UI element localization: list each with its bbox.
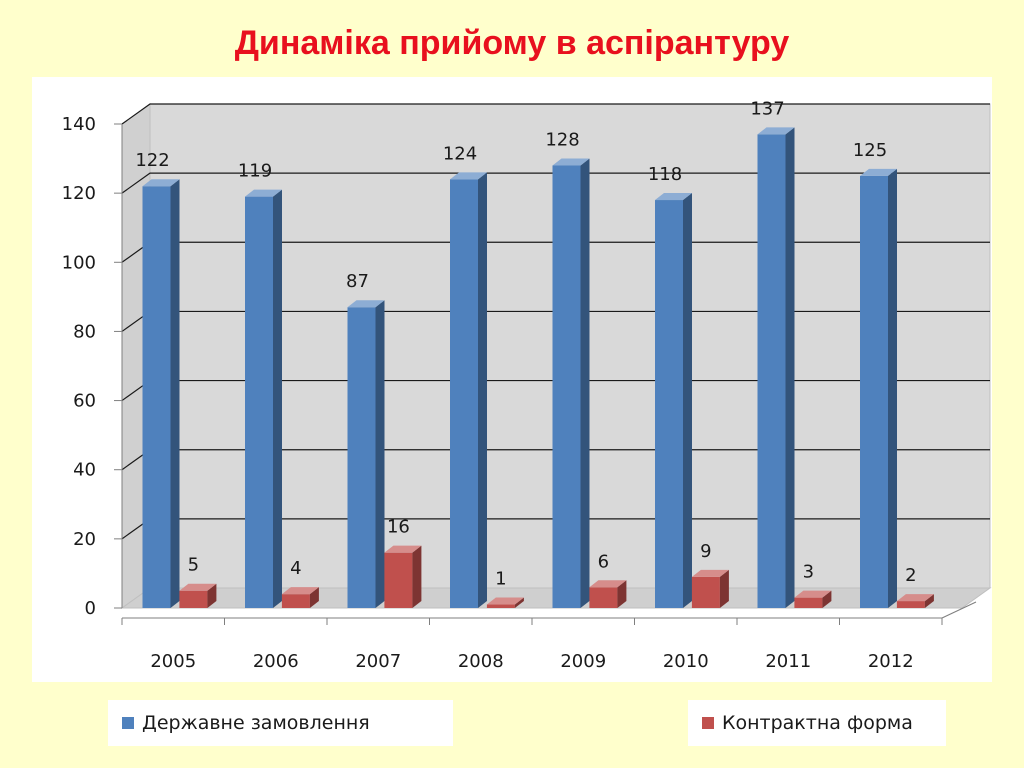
bar-contract-top: [794, 590, 832, 598]
bar-contract-front: [691, 576, 720, 608]
legend-label-state-order: Державне замовлення: [142, 712, 370, 734]
y-tick-label: 80: [73, 321, 96, 342]
bar-state-front: [450, 179, 478, 609]
data-label: 3: [803, 562, 814, 583]
bar-state-front: [655, 200, 683, 609]
data-label: 119: [238, 161, 272, 182]
bar-contract-top: [691, 569, 729, 577]
bar-state-top: [347, 300, 385, 308]
x-tick-label: 2012: [868, 651, 914, 672]
legend-label-contract: Контрактна форма: [722, 712, 913, 734]
bar-contract-side: [514, 597, 524, 608]
bar-state-side: [478, 172, 487, 609]
bar-contract-front: [179, 590, 208, 608]
bar-state-front: [860, 175, 888, 608]
x-tick-label: 2007: [355, 651, 401, 672]
y-tick-label: 100: [62, 252, 96, 273]
bar-contract-top: [896, 594, 934, 602]
data-label: 5: [188, 555, 199, 576]
bar-contract-side: [617, 580, 627, 608]
bar-contract-top: [281, 587, 319, 595]
chart-title: Динаміка прийому в аспірантуру: [234, 24, 790, 62]
bar-contract-side: [719, 569, 729, 608]
legend-swatch-red: [702, 717, 714, 729]
data-label: 124: [443, 143, 477, 164]
x-axis-depth-line: [941, 601, 977, 619]
bar-contract-front: [896, 601, 925, 608]
bar-contract-front: [794, 597, 823, 608]
bar-state-side: [888, 168, 897, 608]
bar-state-front: [142, 186, 171, 608]
y-tick-label: 140: [62, 114, 96, 135]
y-tick-label: 120: [62, 183, 96, 204]
bar-state-side: [683, 193, 692, 609]
bar-state-top: [245, 189, 282, 197]
x-tick-label: 2006: [253, 651, 299, 672]
chart-panel: 0 20 40 60 80 100 120 140 122 5 2005 119 4 2006 87 16 20…: [32, 77, 992, 682]
x-tick-label: 2008: [458, 651, 504, 672]
bar-state-side: [170, 179, 180, 608]
x-tick-label: 2009: [560, 651, 606, 672]
bar-state-front: [552, 165, 581, 608]
bar-state-side: [375, 300, 385, 608]
data-label: 4: [290, 558, 301, 579]
data-label: 122: [135, 150, 169, 171]
bar-state-top: [860, 168, 897, 176]
data-label: 1: [495, 569, 506, 590]
data-label: 2: [905, 565, 916, 586]
data-label: 6: [598, 551, 609, 572]
bar-contract-front: [281, 594, 310, 608]
bar-state-front: [757, 134, 786, 608]
bar-contract-top: [589, 580, 627, 588]
legend-swatch-blue: [122, 717, 134, 729]
bar-contract-side: [412, 545, 422, 608]
bar-state-top: [655, 193, 692, 201]
bar-state-front: [347, 307, 376, 608]
bar-contract-top: [486, 597, 524, 605]
bar-contract-front: [384, 552, 413, 608]
bar-state-side: [580, 158, 590, 608]
bar-contract-side: [924, 594, 934, 608]
bar-contract-front: [486, 604, 515, 608]
bar-contract-front: [589, 587, 618, 608]
y-tick-label: 20: [73, 529, 96, 550]
bar-state-side: [273, 189, 282, 608]
data-label: 128: [545, 129, 579, 150]
legend-item-state-order: Державне замовлення: [108, 700, 453, 746]
data-label: 87: [346, 271, 369, 292]
data-label: 125: [853, 140, 887, 161]
x-tick-label: 2005: [150, 651, 196, 672]
data-label: 118: [648, 164, 682, 185]
y-tick-label: 60: [73, 391, 96, 412]
gridline: [121, 172, 990, 194]
data-label: 16: [387, 517, 410, 538]
data-label: 137: [750, 98, 784, 119]
bar-state-side: [785, 127, 795, 608]
bar-state-top: [142, 179, 180, 187]
y-tick-label: 0: [85, 598, 96, 619]
bar-state-top: [552, 158, 590, 166]
data-label: 9: [700, 541, 711, 562]
bar-state-front: [245, 196, 273, 608]
bar-contract-side: [207, 583, 217, 608]
legend-item-contract: Контрактна форма: [688, 700, 946, 746]
x-tick-label: 2010: [663, 651, 709, 672]
bar-state-top: [450, 172, 487, 180]
x-tick-label: 2011: [765, 651, 811, 672]
bar-chart: 0204060801001201401225200511942006871620…: [62, 98, 992, 672]
bar-contract-top: [384, 545, 422, 553]
bar-state-top: [757, 127, 795, 135]
gridline: [121, 103, 990, 125]
y-tick-label: 40: [73, 460, 96, 481]
bar-contract-top: [179, 583, 217, 591]
bar-contract-side: [822, 590, 832, 608]
bar-contract-side: [309, 587, 319, 608]
